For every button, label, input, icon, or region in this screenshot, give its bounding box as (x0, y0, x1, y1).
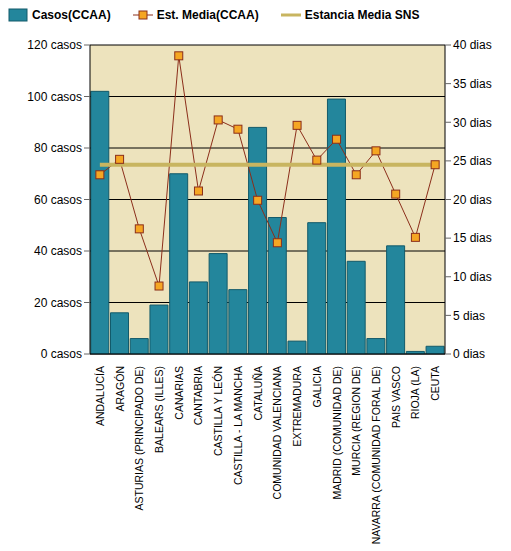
svg-text:NAVARRA (COMUNIDAD FORAL DE): NAVARRA (COMUNIDAD FORAL DE) (370, 366, 382, 544)
svg-text:RIOJA (LA): RIOJA (LA) (409, 366, 421, 419)
svg-text:20 casos: 20 casos (34, 296, 82, 310)
svg-text:CATALUÑA: CATALUÑA (252, 366, 264, 420)
svg-text:ARAGÓN: ARAGÓN (114, 366, 126, 412)
svg-text:ANDALUCÍA: ANDALUCÍA (94, 366, 106, 426)
svg-text:10 dias: 10 dias (453, 270, 492, 284)
svg-text:COMUNIDAD VALENCIANA: COMUNIDAD VALENCIANA (271, 366, 283, 499)
svg-text:100 casos: 100 casos (27, 90, 82, 104)
svg-text:MADRID (COMUNIDAD DE): MADRID (COMUNIDAD DE) (331, 366, 343, 500)
svg-text:CANARIAS: CANARIAS (173, 366, 185, 420)
html-text:Estancia Media SNS: Estancia Media SNS (304, 8, 420, 22)
svg-text:GALICIA: GALICIA (311, 366, 323, 407)
svg-text:20 dias: 20 dias (453, 193, 492, 207)
html-text:Casos(CCAA): Casos(CCAA) (32, 8, 111, 22)
svg-text:40 dias: 40 dias (453, 38, 492, 52)
svg-text:30 dias: 30 dias (453, 116, 492, 130)
svg-text:40 casos: 40 casos (34, 244, 82, 258)
svg-text:CASTILLA - LA MANCHA: CASTILLA - LA MANCHA (232, 366, 244, 485)
svg-text:CANTABRIA: CANTABRIA (192, 366, 204, 425)
svg-text:CASTILLA Y LEÓN: CASTILLA Y LEÓN (212, 366, 224, 456)
svg-text:80 casos: 80 casos (34, 141, 82, 155)
svg-text:5 dias: 5 dias (453, 309, 485, 323)
svg-text:ASTURIAS (PRINCIPADO DE): ASTURIAS (PRINCIPADO DE) (133, 366, 145, 511)
svg-text:BALEARS (ILLES): BALEARS (ILLES) (153, 366, 165, 453)
svg-text:25 dias: 25 dias (453, 154, 492, 168)
svg-text:MURCIA (REGION DE): MURCIA (REGION DE) (350, 366, 362, 476)
svg-text:15 dias: 15 dias (453, 231, 492, 245)
svg-text:60 casos: 60 casos (34, 193, 82, 207)
html-text:Est. Media(CCAA): Est. Media(CCAA) (156, 8, 259, 22)
svg-text:0 casos: 0 casos (41, 347, 82, 361)
svg-text:EXTREMADURA: EXTREMADURA (291, 366, 303, 447)
svg-text:35 dias: 35 dias (453, 77, 492, 91)
svg-text:0 dias: 0 dias (453, 347, 485, 361)
svg-text:CEUTA: CEUTA (429, 366, 441, 401)
svg-text:120 casos: 120 casos (27, 38, 82, 52)
svg-text:PAIS VASCO: PAIS VASCO (390, 366, 402, 428)
